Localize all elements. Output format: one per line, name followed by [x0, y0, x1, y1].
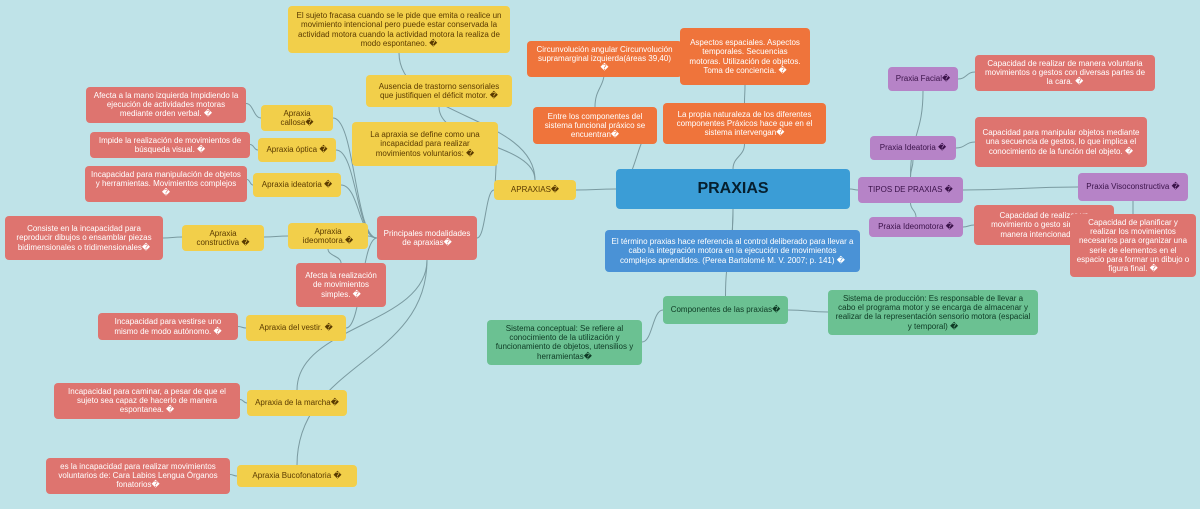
node-modalidades: Principales modalidades de apraxias� [377, 216, 477, 260]
edge [963, 225, 974, 227]
edge [745, 85, 746, 103]
node-cap_visoc: Capacidad de planificar y realizar los m… [1070, 214, 1196, 277]
node-componentes_sf: Entre los componentes del sistema funcio… [533, 107, 657, 144]
node-d_callosa: Afecta a la mano izquierda Impidiendo la… [86, 87, 246, 123]
node-d_ideatoria: Incapacidad para manipulación de objetos… [85, 166, 247, 202]
edge [911, 203, 917, 217]
edge [576, 189, 616, 190]
node-comp_prax: Componentes de las praxias� [663, 296, 788, 324]
node-tipos: TIPOS DE PRAXIAS � [858, 177, 963, 203]
node-apraxias: APRAXIAS� [494, 180, 576, 200]
node-a_ideatoria: Apraxia ideatoria � [253, 173, 341, 197]
edge [240, 400, 247, 404]
node-circunv: Circunvolución angular Circunvolución su… [527, 41, 682, 77]
edge [788, 310, 828, 312]
node-ap_sub3: La apraxia se define como una incapacida… [352, 122, 498, 166]
node-cap_ideat: Capacidad para manipular objetos mediant… [975, 117, 1147, 167]
node-p_ideat: Praxia Ideatoria � [870, 136, 956, 160]
node-def: El término praxias hace referencia al co… [605, 230, 860, 272]
node-ap_sub1: El sujeto fracasa cuando se le pide que … [288, 6, 510, 53]
node-comp_sc: Sistema conceptual: Se refiere al conoci… [487, 320, 642, 365]
node-a_callosa: Apraxia callosa� [261, 105, 333, 131]
edge [963, 187, 1078, 190]
node-ideo_simple: Afecta la realización de movimientos sim… [296, 263, 386, 307]
node-a_optica: Apraxia óptica � [258, 138, 336, 162]
edge [642, 310, 663, 342]
edge [230, 475, 237, 477]
node-a_marcha: Apraxia de la marcha� [247, 390, 347, 416]
node-root: PRAXIAS [616, 169, 850, 209]
edge [264, 236, 288, 237]
node-a_vestir: Apraxia del vestir. � [246, 315, 346, 341]
edge [238, 327, 246, 329]
edge [850, 189, 858, 190]
node-d_buco: es la incapacidad para realizar movimien… [46, 458, 230, 494]
edge [958, 72, 975, 79]
node-ap_sub2: Ausencia de trastorno sensoriales que ju… [366, 75, 512, 107]
edge [163, 237, 182, 238]
node-d_constr: Consiste en la incapacidad para reproduc… [5, 216, 163, 260]
node-d_optica: Impide la realización de movimientos de … [90, 132, 250, 158]
node-p_visoc: Praxia Visoconstructiva � [1078, 173, 1188, 201]
node-a_buco: Apraxia Bucofonatoria � [237, 465, 357, 487]
node-d_vestir: Incapacidad para vestirse uno mismo de m… [98, 313, 238, 340]
edge [733, 144, 745, 169]
node-p_facial: Praxia Facial� [888, 67, 958, 91]
node-natur: La propia naturaleza de los diferentes c… [663, 103, 826, 144]
node-p_ideom: Praxia Ideomotora � [869, 217, 963, 237]
node-a_constructiva: Apraxia constructiva � [182, 225, 264, 251]
node-aspectos: Aspectos espaciales. Aspectos temporales… [680, 28, 810, 85]
edge [477, 190, 494, 238]
node-a_ideomotora: Apraxia ideomotora.� [288, 223, 368, 249]
node-cap_facial: Capacidad de realizar de manera voluntar… [975, 55, 1155, 91]
edge [246, 104, 261, 119]
edge [956, 142, 975, 148]
node-d_marcha: Incapacidad para caminar, a pesar de que… [54, 383, 240, 419]
node-comp_sp: Sistema de producción: Es responsable de… [828, 290, 1038, 335]
edge [328, 249, 341, 263]
edge [250, 145, 258, 151]
